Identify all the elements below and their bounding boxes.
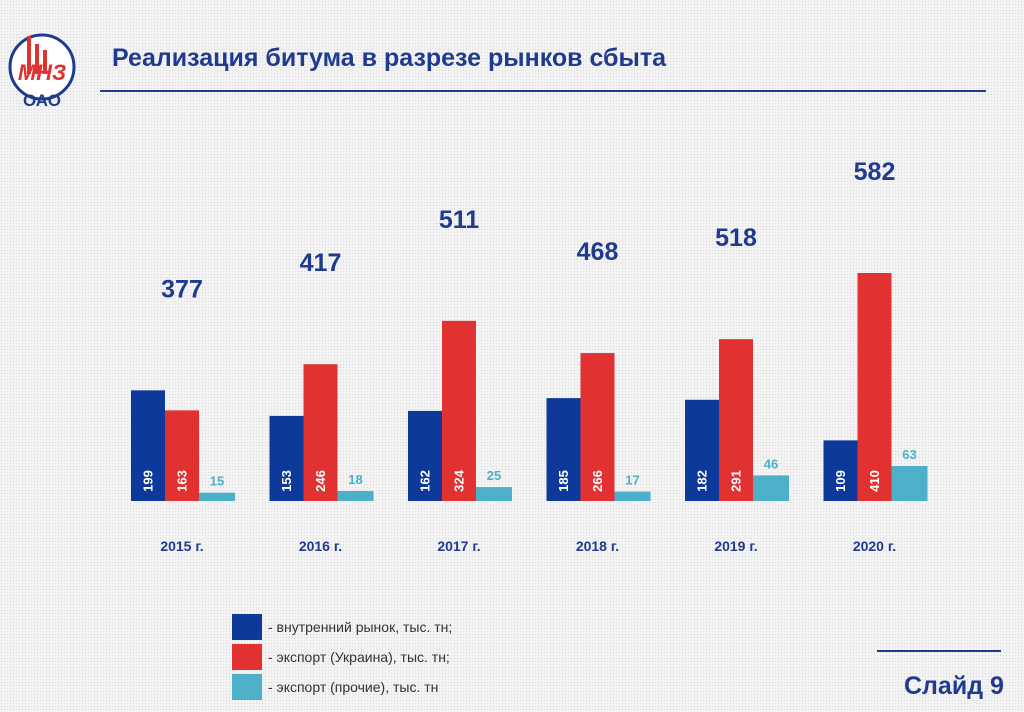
bar-domestic <box>408 410 442 501</box>
slide-number-divider <box>877 650 1001 652</box>
data-label-other: 63 <box>902 447 916 462</box>
bar-other <box>337 490 374 501</box>
data-label-ukraine: 246 <box>313 470 328 492</box>
legend-item-domestic: - внутренний рынок, тыс. тн; <box>232 612 452 642</box>
bar-other <box>614 491 651 501</box>
data-label-other: 15 <box>210 474 224 489</box>
bar-other <box>891 465 928 501</box>
total-label: 417 <box>300 249 342 277</box>
chart-legend: - внутренний рынок, тыс. тн; - экспорт (… <box>232 612 452 702</box>
bar-ukraine <box>857 273 892 501</box>
x-tick-label: 2018 г. <box>576 538 619 554</box>
company-logo: МНЗ ОАО <box>4 24 84 119</box>
total-label: 468 <box>577 238 619 266</box>
bar-ukraine <box>580 353 615 501</box>
bar-domestic <box>685 399 719 501</box>
data-label-other: 25 <box>487 468 501 483</box>
x-tick-label: 2019 г. <box>714 538 757 554</box>
total-label: 518 <box>715 224 757 252</box>
x-tick-label: 2017 г. <box>437 538 480 554</box>
data-label-other: 17 <box>625 473 639 488</box>
bar-domestic <box>546 398 581 501</box>
bar-ukraine <box>719 339 753 501</box>
data-label-other: 46 <box>764 456 778 471</box>
title-divider <box>100 90 986 92</box>
logo-mark-text: МНЗ <box>18 60 66 85</box>
legend-label-ukraine: - экспорт (Украина), тыс. тн; <box>268 649 450 665</box>
data-label-ukraine: 266 <box>590 470 605 492</box>
x-tick-label: 2016 г. <box>299 538 342 554</box>
data-label-domestic: 185 <box>556 470 571 492</box>
data-label-domestic: 182 <box>695 470 710 492</box>
bar-ukraine <box>165 410 199 501</box>
bar-ukraine <box>303 364 338 501</box>
data-label-ukraine: 163 <box>175 470 190 492</box>
page-title: Реализация битума в разрезе рынков сбыта <box>112 44 666 72</box>
legend-item-ukraine: - экспорт (Украина), тыс. тн; <box>232 642 452 672</box>
bar-domestic <box>823 440 858 501</box>
slide-number: Слайд 9 <box>904 672 1004 700</box>
data-label-domestic: 109 <box>833 470 848 492</box>
legend-item-other: - экспорт (прочие), тыс. тн <box>232 672 452 702</box>
bar-domestic <box>131 390 165 501</box>
legend-swatch-domestic <box>232 614 262 640</box>
data-label-other: 18 <box>348 472 362 487</box>
data-label-ukraine: 291 <box>729 470 744 492</box>
data-label-domestic: 199 <box>141 470 156 492</box>
total-label: 582 <box>854 158 896 186</box>
total-label: 377 <box>161 275 203 303</box>
x-tick-label: 2015 г. <box>160 538 203 554</box>
bar-other <box>476 487 512 501</box>
bar-domestic <box>269 415 304 501</box>
data-label-domestic: 153 <box>279 470 294 492</box>
legend-label-other: - экспорт (прочие), тыс. тн <box>268 679 439 695</box>
legend-swatch-other <box>232 674 262 700</box>
legend-label-domestic: - внутренний рынок, тыс. тн; <box>268 619 453 635</box>
total-label: 511 <box>439 206 479 234</box>
bar-other <box>753 475 789 501</box>
data-label-domestic: 162 <box>418 470 433 492</box>
bar-ukraine <box>442 320 476 501</box>
bar-other <box>199 492 235 501</box>
legend-swatch-ukraine <box>232 644 262 670</box>
data-label-ukraine: 324 <box>452 469 467 491</box>
data-label-ukraine: 410 <box>867 470 882 492</box>
logo-subtext: ОАО <box>23 91 61 110</box>
x-tick-label: 2020 г. <box>853 538 896 554</box>
